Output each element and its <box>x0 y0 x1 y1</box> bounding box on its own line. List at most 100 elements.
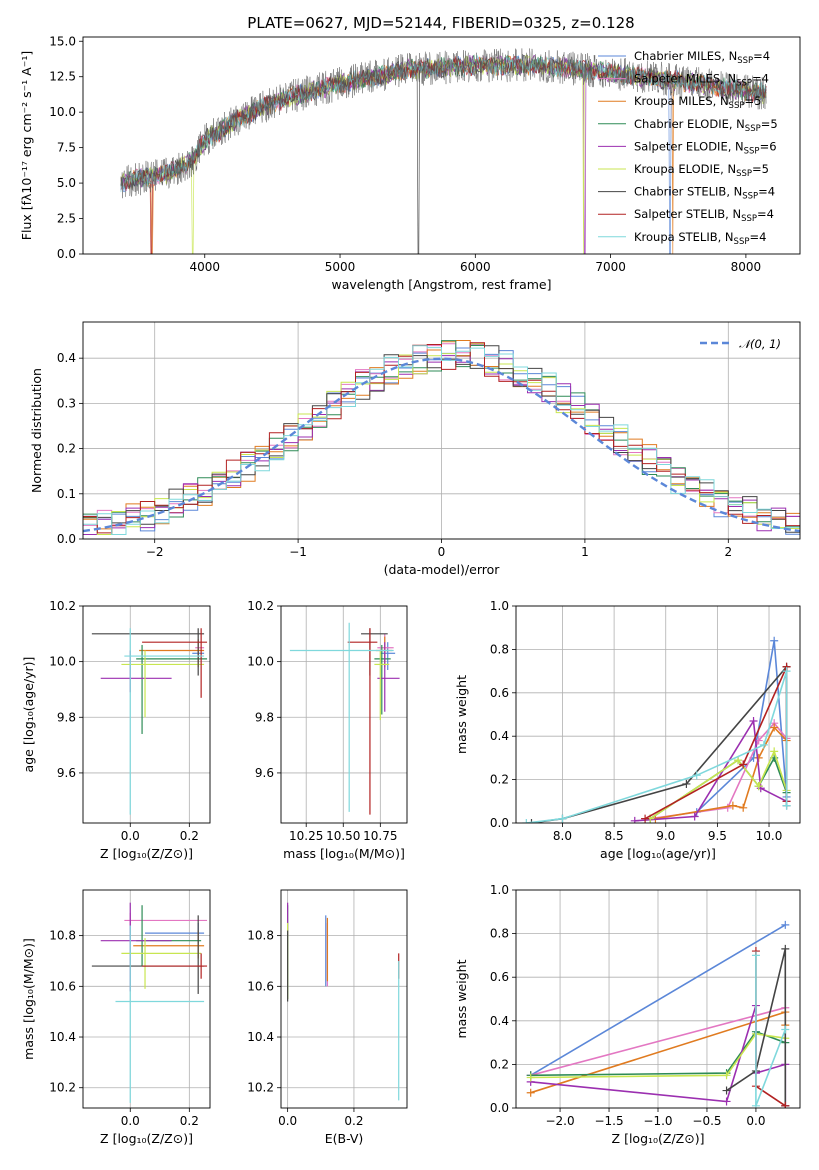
x-tick-label: 4000 <box>189 260 220 274</box>
y-tick-label: 0.2 <box>490 1057 509 1071</box>
weight-marker <box>782 801 791 810</box>
x-tick-label: −1.0 <box>643 1114 672 1128</box>
y-tick-label: 10.2 <box>49 1081 76 1095</box>
legend-entry: Salpeter STELIB, NSSP=4 <box>634 207 774 224</box>
y-tick-label: 10.2 <box>247 1081 274 1095</box>
y-tick-label: 10.0 <box>247 655 274 669</box>
weight-marker <box>682 779 691 788</box>
errorbar-point <box>91 628 205 676</box>
weight-marker <box>781 944 790 953</box>
y-tick-label: 0.0 <box>57 247 76 261</box>
y-tick-label: 10.8 <box>49 929 76 943</box>
errorbar-point <box>121 650 205 718</box>
errorbar-point <box>289 622 394 812</box>
figure-title: PLATE=0627, MJD=52144, FIBERID=0325, z=0… <box>247 14 634 32</box>
y-axis-label: Normed distribution <box>29 368 44 493</box>
x-tick-label: 9.0 <box>656 829 675 843</box>
x-tick-label: 0.0 <box>746 1114 765 1128</box>
y-tick-label: 0.4 <box>57 351 76 365</box>
panel-massweight_vs_Z: −2.0 −1.5 −1.0 −0.5 0.0 0.0 0.2 0.4 0.6 0.8 1.0 Z [… <box>454 883 801 1146</box>
y-tick-label: 5.0 <box>57 176 76 190</box>
panel-mass_vs_Z: 0.0 0.2 10.2 10.4 10.6 10.8 Z [log₁₀(Z/Z⊙)] mas… <box>21 889 211 1146</box>
errorbar-point <box>142 628 208 698</box>
panel-age_vs_mass: 10.25 10.50 10.75 9.6 9.8 10.0 10.2 mass [log₁₀… <box>247 599 408 861</box>
y-tick-label: 10.2 <box>49 599 76 613</box>
weight-series <box>530 1006 786 1077</box>
x-axis-label: Z [log₁₀(Z/Z⊙)] <box>100 846 193 861</box>
x-tick-label: 0.0 <box>121 1114 140 1128</box>
normal-curve <box>83 357 800 533</box>
weight-marker <box>728 801 737 810</box>
plot-area <box>120 48 767 254</box>
legend-entry: Chabrier MILES, NSSP=4 <box>634 49 770 66</box>
panels: 4000 5000 6000 7000 80000.02.55.07.510.012.5… <box>19 34 801 1146</box>
panel-mass_vs_EBV: 0.0 0.2 10.2 10.4 10.6 10.8 E(B-V) <box>247 889 408 1146</box>
y-tick-label: 0.6 <box>490 970 509 984</box>
weight-marker <box>770 723 779 732</box>
weight-marker <box>522 819 531 823</box>
errorbar-point <box>133 930 205 959</box>
weight-marker <box>722 1071 731 1080</box>
weight-marker <box>527 819 536 823</box>
x-axis-label: mass [log₁₀(M/M⊙)] <box>283 846 405 861</box>
x-tick-label: 5000 <box>325 260 356 274</box>
x-tick-label: 10.50 <box>326 829 360 843</box>
weight-marker <box>690 812 699 821</box>
plot-area <box>526 920 790 1108</box>
errorbar-point <box>100 902 172 992</box>
x-tick-label: 0.2 <box>180 829 199 843</box>
x-axis-label: (data-model)/error <box>384 562 501 577</box>
legend-entry: Chabrier STELIB, NSSP=4 <box>634 185 775 202</box>
errorbar-point <box>374 650 390 721</box>
plot-area <box>287 902 400 1101</box>
errorbar-point <box>136 644 208 734</box>
y-tick-label: 0.0 <box>57 532 76 546</box>
y-tick-label: 1.0 <box>490 599 509 613</box>
weight-series <box>696 640 788 813</box>
errorbar-point <box>347 628 378 815</box>
y-axis-label: mass [log₁₀(M/M⊙)] <box>21 938 36 1060</box>
y-tick-label: 7.5 <box>57 141 76 155</box>
y-axis-label: mass weight <box>454 959 469 1038</box>
weight-marker <box>692 771 701 780</box>
errorbar-point <box>375 636 393 668</box>
x-tick-label: −0.5 <box>692 1114 721 1128</box>
x-tick-label: 6000 <box>460 260 491 274</box>
axes-frame <box>82 36 801 255</box>
y-tick-label: 10.6 <box>49 979 76 993</box>
observed-spectrum <box>120 48 767 199</box>
errorbar-point <box>142 953 208 979</box>
weight-marker <box>749 717 758 726</box>
weight-marker <box>722 1097 731 1106</box>
legend-entry: Kroupa ELODIE, NSSP=5 <box>634 162 769 179</box>
y-tick-label: 0.4 <box>490 1014 509 1028</box>
y-tick-label: 0.0 <box>490 816 509 830</box>
weight-marker <box>782 667 791 676</box>
x-tick-label: 10.25 <box>289 829 323 843</box>
panel-age_vs_Z: 0.0 0.2 9.6 9.8 10.0 10.2 Z [log₁₀(Z/Z⊙)] age [… <box>21 599 211 861</box>
y-tick-label: 0.2 <box>490 773 509 787</box>
legend-entry: Salpeter ELODIE, NSSP=6 <box>634 139 777 156</box>
axes-frame <box>515 889 801 1109</box>
y-tick-label: 1.0 <box>490 883 509 897</box>
weight-marker <box>770 747 779 756</box>
y-tick-label: 2.5 <box>57 212 76 226</box>
y-tick-label: 10.6 <box>247 979 274 993</box>
y-tick-label: 0.2 <box>57 442 76 456</box>
errorbar-point <box>100 650 172 693</box>
y-tick-label: 0.3 <box>57 396 76 410</box>
weight-series <box>655 726 788 820</box>
errorbar-point <box>361 628 388 676</box>
weight-marker <box>781 1025 790 1034</box>
weight-marker <box>526 1088 535 1097</box>
x-tick-label: 0.2 <box>344 1114 363 1128</box>
x-tick-label: 9.5 <box>708 829 727 843</box>
x-tick-label: 0.0 <box>121 829 140 843</box>
weight-marker <box>739 760 748 769</box>
x-tick-label: 7000 <box>595 260 626 274</box>
x-tick-label: 8000 <box>731 260 762 274</box>
weight-series <box>530 1033 786 1079</box>
x-tick-label: 2 <box>724 545 732 559</box>
panel-residuals: −2 −1 0 1 2 0.0 0.1 0.2 0.3 0.4 (data-model)/error… <box>29 321 801 577</box>
